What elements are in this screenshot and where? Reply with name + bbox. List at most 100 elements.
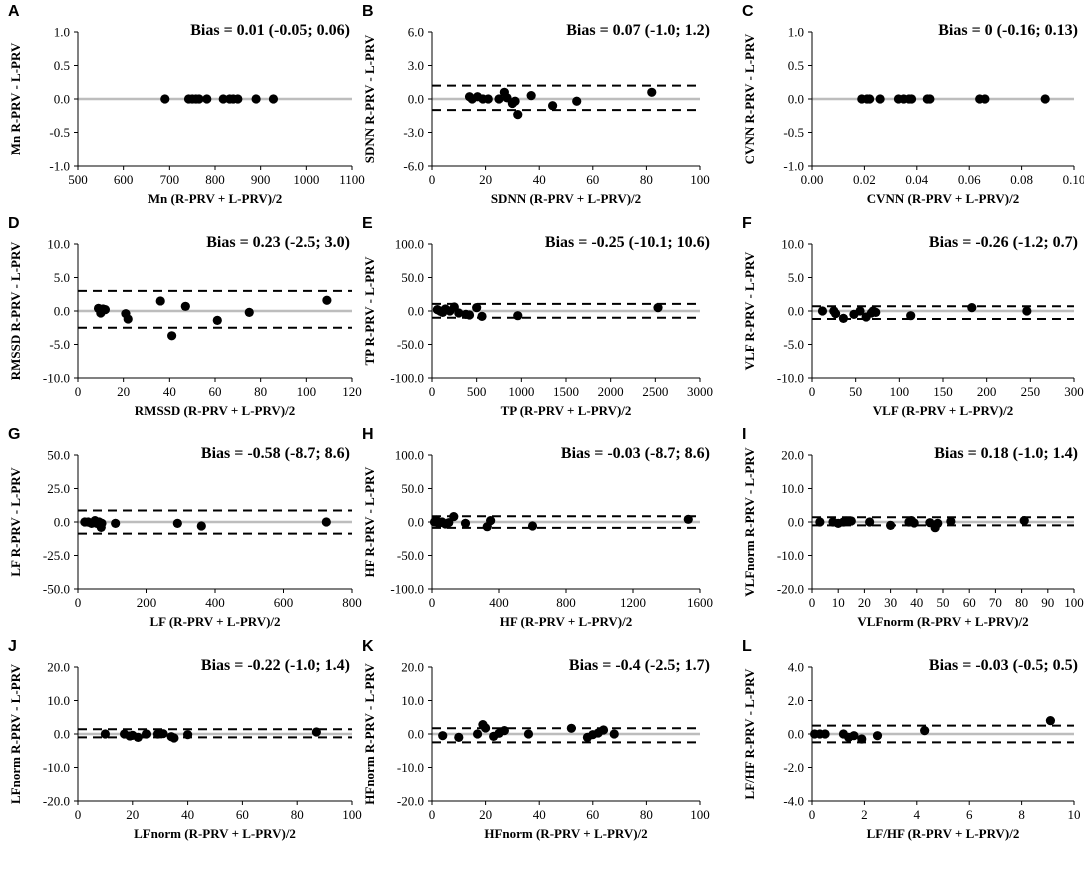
- data-point: [572, 96, 582, 106]
- data-point: [849, 731, 859, 741]
- x-axis-label: HFnorm (R-PRV + L-PRV)/2: [484, 826, 647, 841]
- panel-letter: B: [362, 3, 374, 20]
- x-tick-label: 60: [963, 595, 976, 610]
- data-point: [233, 94, 243, 104]
- y-tick-label: -20.0: [397, 794, 424, 809]
- data-point: [886, 520, 896, 530]
- data-point: [97, 518, 107, 528]
- y-tick-label: 0.0: [408, 304, 424, 319]
- data-point: [486, 516, 496, 526]
- x-tick-label: 0: [429, 595, 436, 610]
- x-tick-label: 60: [236, 807, 249, 822]
- x-tick-label: 800: [342, 595, 362, 610]
- x-tick-label: 30: [884, 595, 897, 610]
- y-axis-label: HF R-PRV - L-PRV: [362, 466, 377, 577]
- y-tick-label: 100.0: [395, 448, 424, 463]
- y-tick-label: 0.0: [54, 92, 70, 107]
- y-tick-label: 4.0: [788, 660, 804, 675]
- bias-annotation: Bias = 0.18 (-1.0; 1.4): [934, 445, 1078, 462]
- y-tick-label: 0.0: [408, 515, 424, 530]
- x-tick-label: 900: [251, 172, 271, 187]
- y-tick-label: -10.0: [777, 371, 804, 386]
- x-tick-label: 0: [809, 807, 816, 822]
- y-tick-label: 3.0: [408, 58, 424, 73]
- x-tick-label: 500: [467, 384, 487, 399]
- data-point: [906, 94, 917, 104]
- x-tick-label: 40: [910, 595, 923, 610]
- data-point: [647, 87, 657, 97]
- x-tick-label: 0: [429, 172, 436, 187]
- y-tick-label: 6.0: [408, 25, 424, 40]
- panel-letter: C: [742, 3, 754, 20]
- y-axis-label: LF/HF R-PRV - L-PRV: [742, 668, 757, 799]
- x-tick-label: 0: [809, 384, 816, 399]
- x-tick-label: 40: [533, 172, 546, 187]
- x-tick-label: 90: [1041, 595, 1054, 610]
- x-tick-label: 80: [640, 172, 653, 187]
- x-tick-label: 0.10: [1063, 172, 1084, 187]
- panel-a: A Bias = 0.01 (-0.05; 0.06) -1.0 -0.5 0.0 0.5…: [8, 3, 365, 206]
- x-tick-label: 70: [989, 595, 1002, 610]
- y-axis-label: LFnorm R-PRV - L-PRV: [8, 663, 23, 804]
- y-tick-label: 2.0: [788, 693, 804, 708]
- x-tick-label: 0: [809, 595, 816, 610]
- data-point: [202, 94, 212, 104]
- x-tick-label: 50: [937, 595, 950, 610]
- x-tick-label: 40: [181, 807, 194, 822]
- panel-letter: H: [362, 426, 374, 443]
- y-tick-label: 0.5: [788, 58, 804, 73]
- x-tick-label: 2500: [642, 384, 668, 399]
- data-point: [244, 307, 254, 317]
- x-tick-label: 100: [690, 807, 710, 822]
- x-tick-label: 0: [75, 595, 82, 610]
- x-tick-label: 500: [68, 172, 88, 187]
- y-axis-label: TP R-PRV - L-PRV: [362, 256, 377, 366]
- data-point: [160, 94, 170, 104]
- data-point: [472, 729, 483, 739]
- y-tick-label: -10.0: [43, 371, 70, 386]
- x-tick-label: 100: [890, 384, 910, 399]
- data-point: [846, 516, 856, 526]
- data-point: [100, 305, 110, 315]
- y-tick-label: -0.5: [783, 125, 804, 140]
- data-point: [871, 307, 881, 317]
- data-point: [218, 94, 228, 104]
- y-tick-label: 0.0: [788, 515, 804, 530]
- y-tick-label: 1.0: [788, 25, 804, 40]
- y-tick-label: 1.0: [54, 25, 70, 40]
- data-point: [683, 514, 693, 524]
- data-point: [872, 731, 883, 741]
- data-point: [598, 725, 609, 735]
- x-tick-label: 700: [160, 172, 180, 187]
- data-point: [820, 729, 830, 739]
- x-tick-label: 1100: [339, 172, 365, 187]
- y-tick-label: 50.0: [47, 448, 70, 463]
- y-axis-label: LF R-PRV - L-PRV: [8, 467, 23, 577]
- y-tick-label: 0.0: [54, 515, 70, 530]
- data-point: [438, 731, 448, 741]
- panel-letter: E: [362, 215, 373, 232]
- panel-letter: D: [8, 215, 20, 232]
- bias-annotation: Bias = -0.58 (-8.7; 8.6): [201, 445, 350, 462]
- data-point: [906, 311, 916, 321]
- y-tick-label: 20.0: [781, 448, 804, 463]
- data-point: [449, 512, 459, 522]
- y-tick-label: 5.0: [788, 270, 804, 285]
- bias-annotation: Bias = 0.07 (-1.0; 1.2): [566, 22, 710, 39]
- bias-annotation: Bias = -0.26 (-1.2; 0.7): [929, 234, 1078, 251]
- panel-letter: J: [8, 638, 17, 655]
- data-point: [180, 301, 190, 311]
- y-tick-label: -6.0: [403, 159, 424, 174]
- y-tick-label: 0.5: [54, 58, 70, 73]
- data-point: [251, 94, 261, 104]
- data-point: [123, 314, 133, 324]
- y-tick-label: 0.0: [408, 727, 424, 742]
- x-axis-label: SDNN (R-PRV + L-PRV)/2: [491, 191, 641, 206]
- y-tick-label: -4.0: [783, 794, 804, 809]
- data-point: [172, 518, 182, 528]
- data-point: [909, 518, 919, 528]
- panel-letter: L: [742, 638, 752, 655]
- panel-i: I Bias = 0.18 (-1.0; 1.4) -20.0 -10.0 0.0 10.…: [742, 426, 1084, 629]
- x-tick-label: 3000: [687, 384, 713, 399]
- y-axis-label: RMSSD R-PRV - L-PRV: [8, 241, 23, 380]
